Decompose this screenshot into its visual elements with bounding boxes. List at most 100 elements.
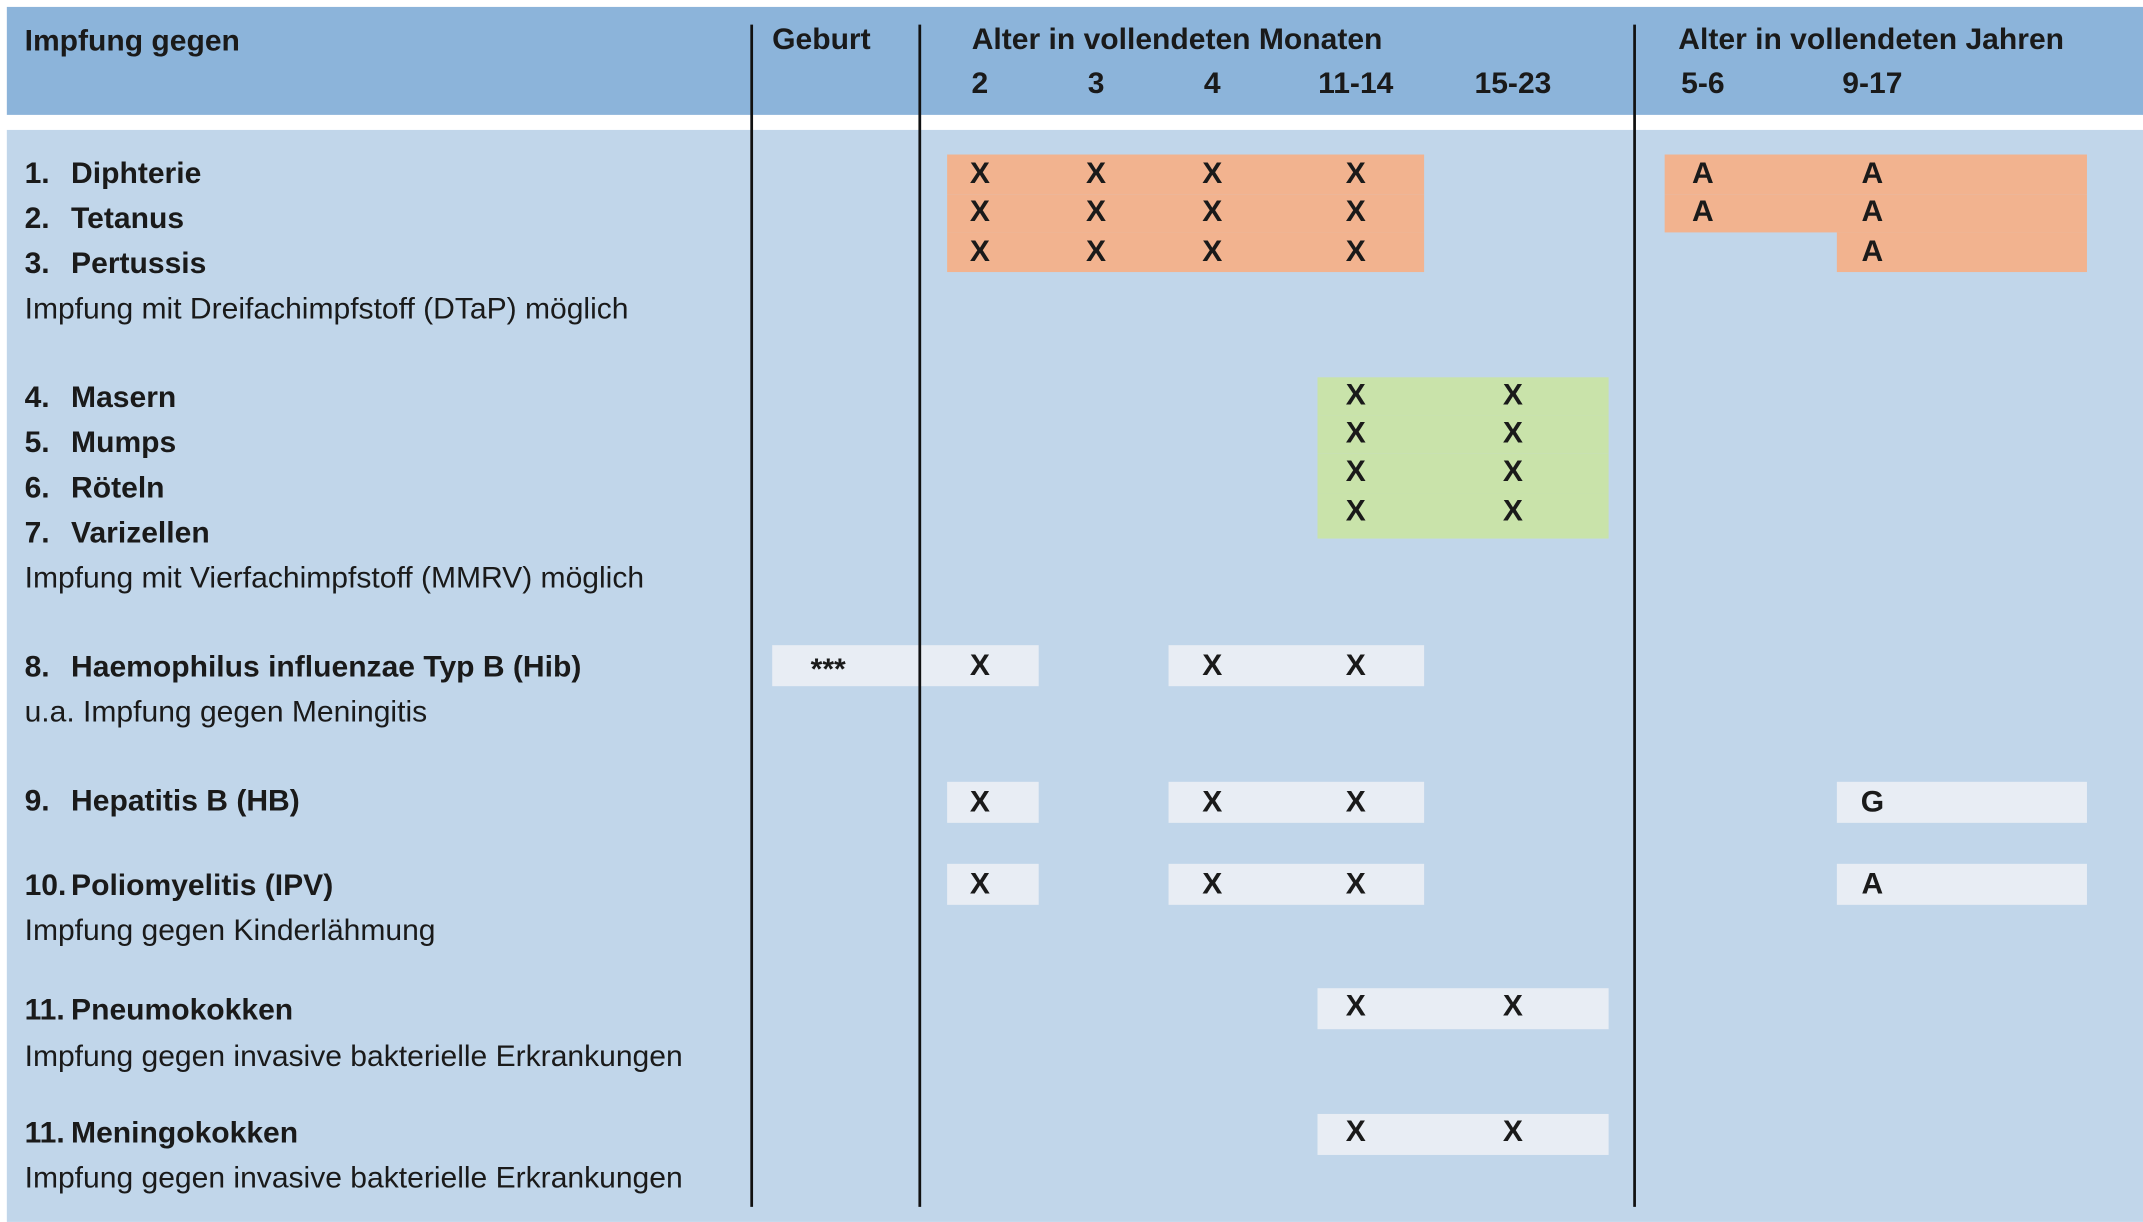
schedule-bar: [947, 194, 1425, 233]
schedule-bar: [1317, 988, 1609, 1030]
cell-mark: X: [1346, 235, 1366, 268]
cell-mark: X: [970, 157, 990, 190]
row-note: Impfung mit Vierfachimpfstoff (MMRV) mög…: [25, 562, 645, 595]
month-label: 11-14: [1318, 67, 1393, 100]
row-note: Impfung gegen invasive bakterielle Erkra…: [25, 1040, 683, 1073]
cell-mark: X: [1346, 495, 1366, 528]
cell-mark: A: [1692, 195, 1714, 228]
header-band: [6, 6, 2143, 115]
cell-mark: A: [1862, 195, 1884, 228]
schedule-bar: [947, 154, 1425, 195]
cell-mark: X: [1503, 495, 1523, 528]
row-number: 1.: [25, 157, 50, 190]
cell-mark: X: [970, 235, 990, 268]
cell-mark: X: [1086, 157, 1106, 190]
schedule-bar: [1168, 863, 1425, 905]
cell-mark: X: [1346, 417, 1366, 450]
schedule-bar: [1836, 781, 2087, 823]
row-name: Diphterie: [71, 157, 201, 190]
cell-mark: X: [1202, 157, 1222, 190]
month-label: 3: [1088, 67, 1105, 100]
row-number: 2.: [25, 202, 50, 235]
cell-mark: X: [1503, 378, 1523, 411]
cell-mark: X: [1346, 195, 1366, 228]
row-number: 7.: [25, 516, 50, 549]
row-name: Pneumokokken: [71, 993, 293, 1026]
cell-mark: ***: [811, 653, 846, 686]
row-number: 5.: [25, 426, 50, 459]
month-label: 2: [972, 67, 989, 100]
cell-mark: X: [1346, 649, 1366, 682]
row-name: Varizellen: [71, 516, 210, 549]
row-number: 11.: [25, 993, 65, 1026]
row-name: Tetanus: [71, 202, 184, 235]
content: 2 3 4 11-14 15-23 5-6 9-171. Diphterie X X X X A A2. T…: [25, 67, 1903, 1195]
schedule-bar: [1836, 863, 2087, 905]
month-label: 4: [1204, 67, 1221, 100]
row-number: 3.: [25, 247, 50, 280]
row-name: Masern: [71, 381, 176, 414]
cell-mark: X: [1346, 868, 1366, 901]
cell-mark: X: [970, 786, 990, 819]
cell-mark: X: [1503, 417, 1523, 450]
cell-mark: X: [1503, 1115, 1523, 1148]
cell-mark: X: [1202, 235, 1222, 268]
schedule-bar: [1317, 377, 1609, 416]
schedule-bar: [947, 781, 1039, 823]
schedule-bar: [1836, 232, 2087, 273]
cell-mark: X: [1086, 195, 1106, 228]
row-name: Poliomyelitis (IPV): [71, 869, 333, 902]
schedule-bar: [947, 863, 1039, 905]
schedule-bar: [1168, 781, 1425, 823]
cell-mark: X: [1202, 195, 1222, 228]
schedule-bar: [772, 645, 1039, 687]
schedule-bar: [947, 232, 1425, 273]
row-number: 6.: [25, 471, 50, 504]
row-name: Meningokokken: [71, 1116, 298, 1149]
cell-mark: X: [970, 868, 990, 901]
row-name: Hepatitis B (HB): [71, 784, 300, 817]
header-birth: Geburt: [772, 23, 871, 56]
row-name: Haemophilus influenzae Typ B (Hib): [71, 650, 581, 683]
row-note: Impfung gegen Kinderlähmung: [25, 914, 436, 947]
cell-mark: X: [1346, 378, 1366, 411]
row-note: Impfung mit Dreifachimpfstoff (DTaP) mög…: [25, 292, 629, 325]
row-number: 8.: [25, 650, 50, 683]
cell-mark: X: [1346, 989, 1366, 1022]
header-months-title: Alter in vollendeten Monaten: [972, 23, 1383, 56]
year-label: 9-17: [1842, 67, 1902, 100]
header-title: Impfung gegen: [25, 24, 240, 57]
cell-mark: X: [1202, 649, 1222, 682]
row-name: Röteln: [71, 471, 164, 504]
schedule-bar: [1317, 1113, 1609, 1155]
cell-mark: X: [1346, 455, 1366, 488]
cell-mark: A: [1862, 235, 1884, 268]
cell-mark: X: [1503, 455, 1523, 488]
row-note: u.a. Impfung gegen Meningitis: [25, 695, 428, 728]
cell-mark: A: [1862, 868, 1884, 901]
row-name: Pertussis: [71, 247, 206, 280]
cell-mark: X: [1503, 989, 1523, 1022]
schedule-bar: [1664, 194, 2087, 233]
row-number: 10.: [25, 869, 67, 902]
schedule-bar: [1317, 493, 1609, 539]
row-note: Impfung gegen invasive bakterielle Erkra…: [25, 1161, 683, 1194]
row-number: 4.: [25, 381, 50, 414]
cell-mark: X: [1346, 157, 1366, 190]
schedule-bar: [1664, 154, 2087, 195]
cell-mark: X: [1346, 1115, 1366, 1148]
cell-mark: X: [1202, 868, 1222, 901]
cell-mark: X: [970, 195, 990, 228]
cell-mark: X: [1346, 786, 1366, 819]
body-band: [6, 129, 2143, 1222]
schedule-bar: [1317, 453, 1609, 494]
cell-mark: X: [1202, 786, 1222, 819]
row-number: 9.: [25, 784, 50, 817]
year-label: 5-6: [1681, 67, 1724, 100]
header-years-title: Alter in vollendeten Jahren: [1678, 23, 2064, 56]
cell-mark: G: [1861, 786, 1884, 819]
bars: [772, 154, 2087, 1155]
schedule-bar: [1168, 645, 1425, 687]
